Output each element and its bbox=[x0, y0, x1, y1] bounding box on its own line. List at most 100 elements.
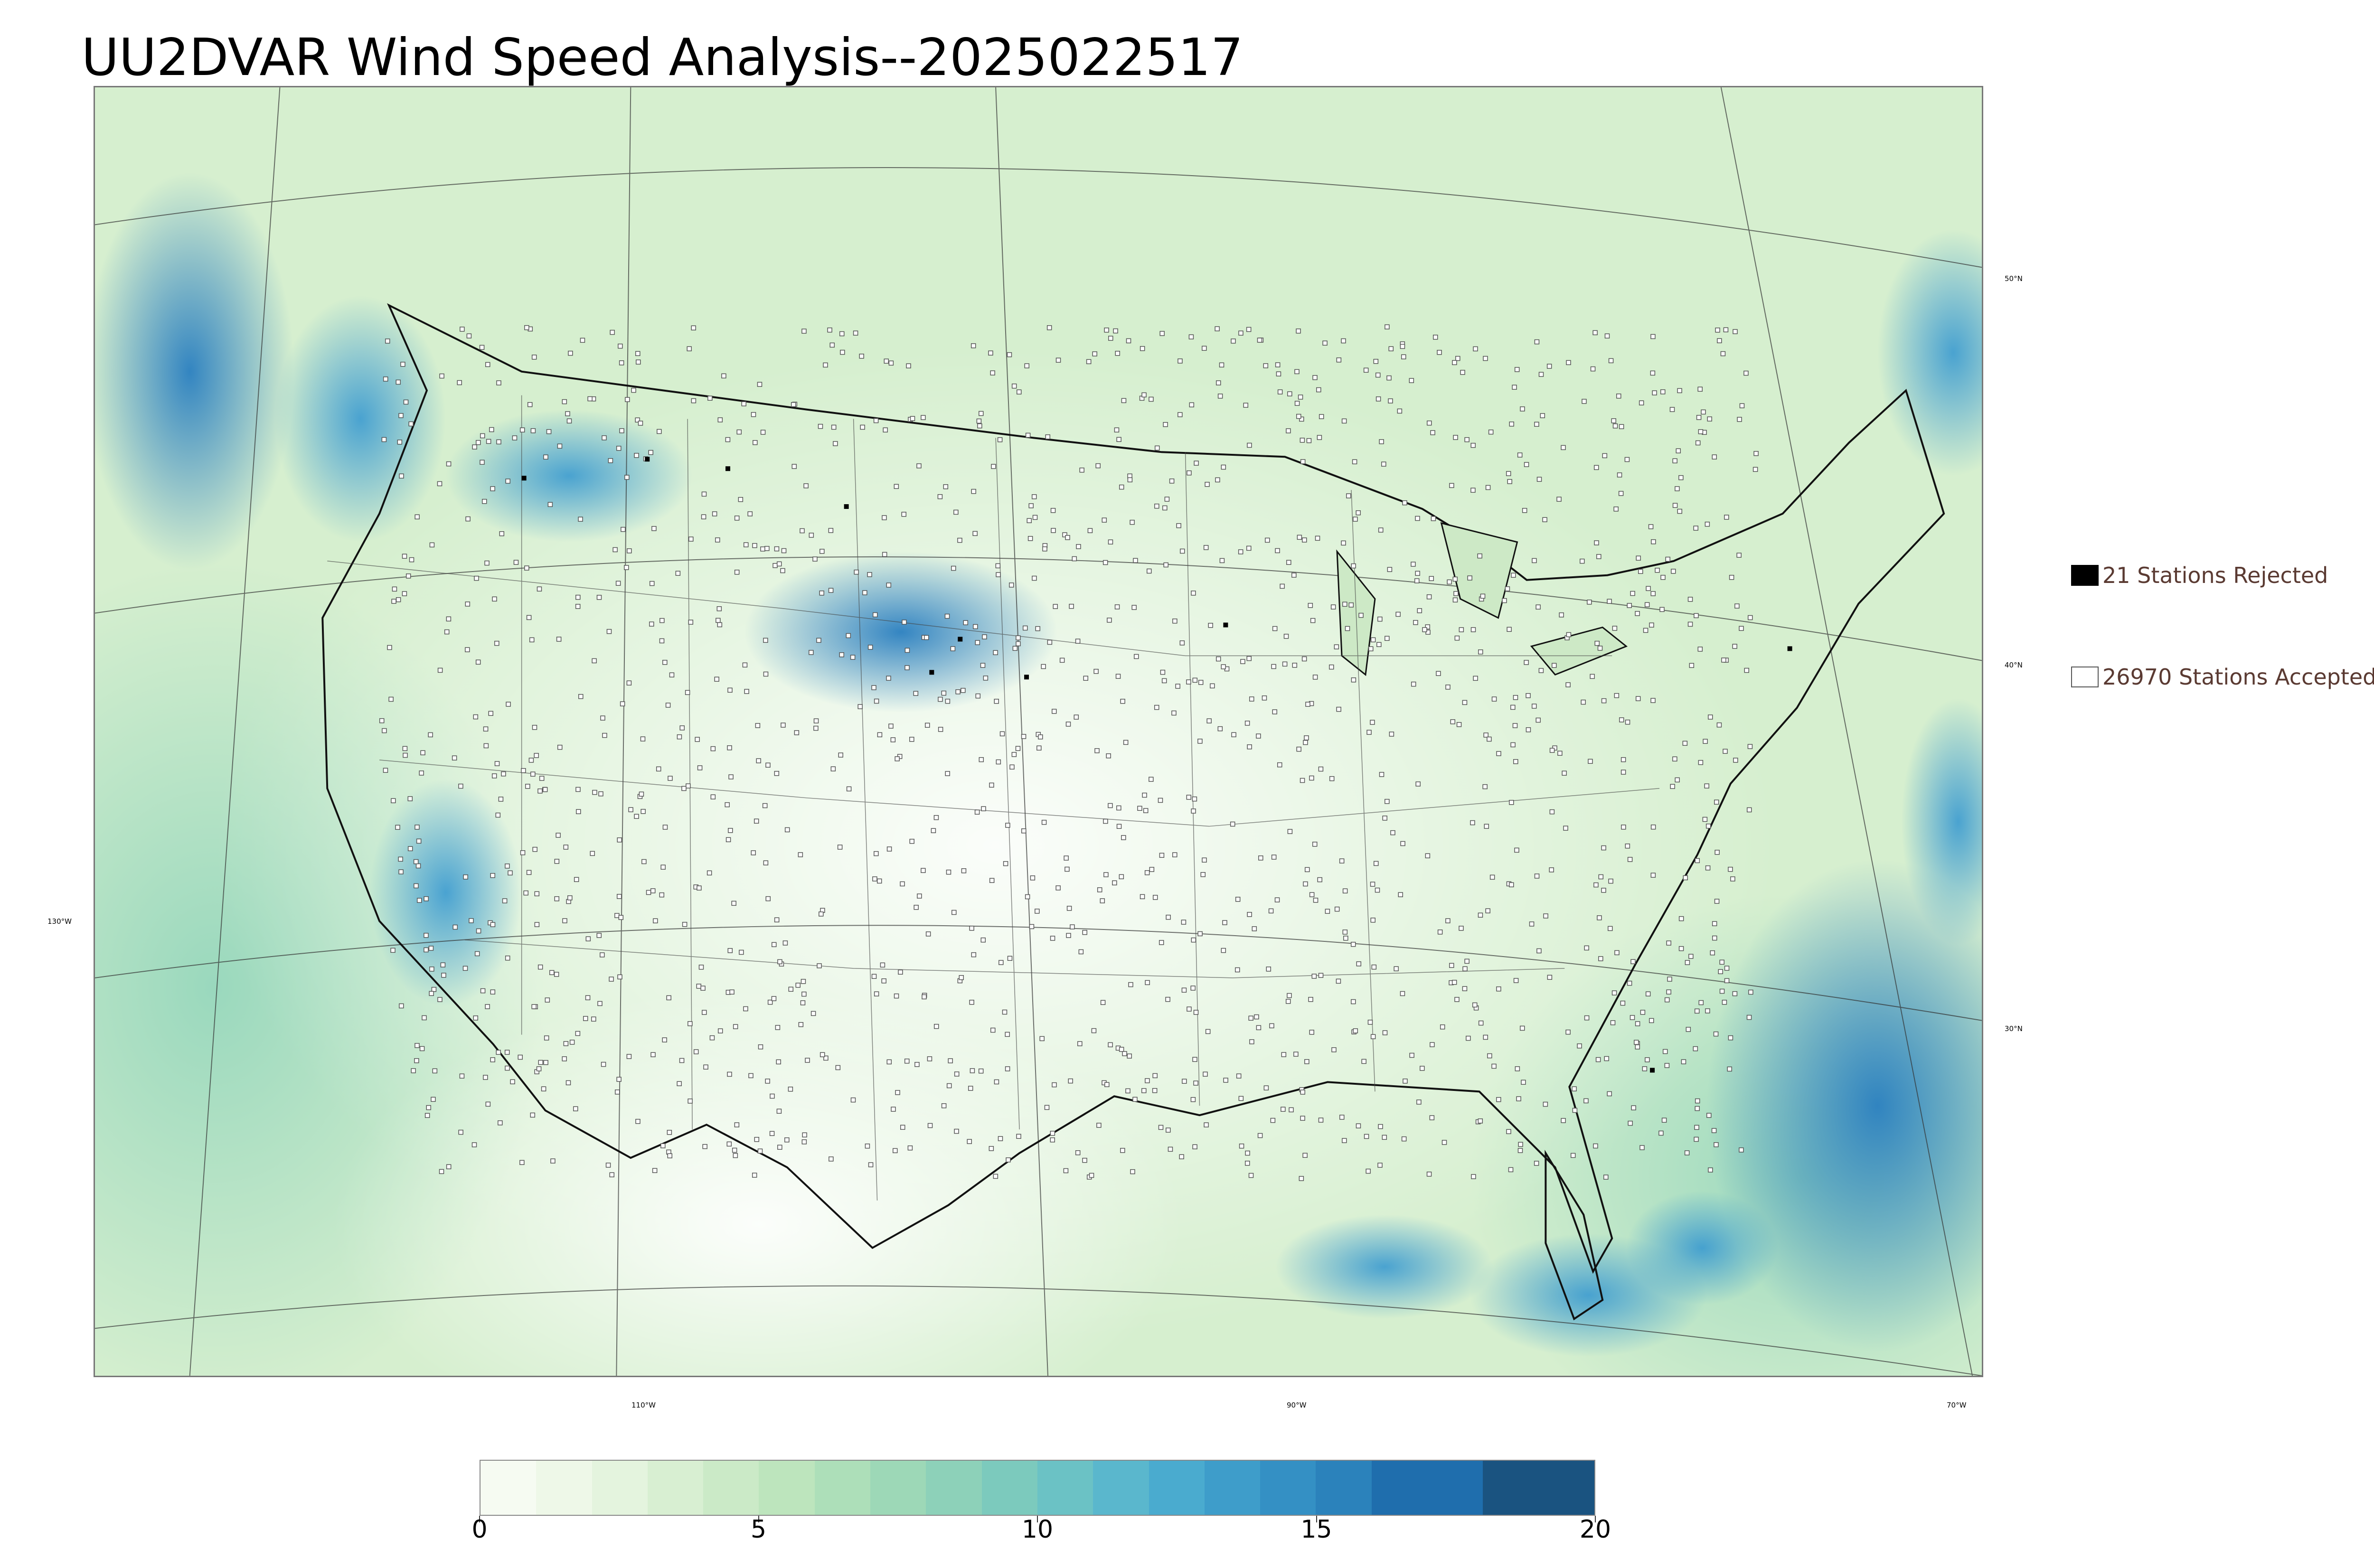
station-accepted-marker bbox=[835, 1065, 841, 1070]
station-accepted-marker bbox=[659, 618, 665, 623]
station-accepted-marker bbox=[1411, 681, 1416, 687]
station-accepted-marker bbox=[651, 526, 657, 531]
station-accepted-marker bbox=[721, 373, 726, 379]
station-accepted-marker bbox=[1215, 477, 1220, 483]
station-accepted-marker bbox=[1063, 1168, 1069, 1174]
station-accepted-marker bbox=[1485, 485, 1491, 490]
station-accepted-marker bbox=[703, 1064, 708, 1070]
station-accepted-marker bbox=[921, 415, 926, 420]
station-accepted-marker bbox=[1334, 906, 1340, 912]
station-accepted-marker bbox=[983, 676, 989, 681]
wind-speed-map[interactable] bbox=[94, 86, 1983, 1377]
station-accepted-marker bbox=[539, 776, 545, 781]
station-accepted-marker bbox=[945, 771, 950, 776]
station-accepted-marker bbox=[638, 421, 643, 426]
station-accepted-marker bbox=[1311, 974, 1317, 979]
station-accepted-marker bbox=[1271, 664, 1276, 669]
station-accepted-marker bbox=[701, 491, 707, 497]
station-accepted-marker bbox=[1342, 888, 1348, 893]
station-accepted-marker bbox=[631, 387, 636, 393]
station-accepted-marker bbox=[1097, 887, 1102, 892]
station-accepted-marker bbox=[415, 825, 420, 830]
station-accepted-marker bbox=[1721, 657, 1726, 663]
station-accepted-marker bbox=[828, 528, 834, 533]
station-accepted-marker bbox=[492, 596, 497, 602]
station-accepted-marker bbox=[518, 1054, 523, 1060]
station-accepted-marker bbox=[403, 399, 409, 405]
station-accepted-marker bbox=[1305, 702, 1310, 707]
station-accepted-marker bbox=[662, 659, 668, 665]
station-accepted-marker bbox=[1524, 462, 1529, 467]
station-accepted-marker bbox=[886, 846, 892, 852]
station-accepted-marker bbox=[798, 852, 803, 857]
station-accepted-marker bbox=[1610, 1020, 1616, 1025]
station-accepted-marker bbox=[1274, 897, 1280, 902]
lat-label-30n: 30°N bbox=[2005, 1024, 2023, 1033]
station-accepted-marker bbox=[1309, 1030, 1314, 1035]
station-accepted-marker bbox=[1238, 1096, 1244, 1101]
station-accepted-marker bbox=[1614, 950, 1620, 956]
station-accepted-marker bbox=[1123, 740, 1129, 745]
station-accepted-marker bbox=[675, 571, 681, 576]
station-accepted-marker bbox=[483, 726, 489, 732]
station-accepted-marker bbox=[1662, 1049, 1668, 1054]
station-accepted-marker bbox=[1041, 819, 1047, 825]
station-accepted-marker bbox=[959, 975, 964, 980]
station-accepted-marker bbox=[904, 1058, 910, 1064]
station-accepted-marker bbox=[1681, 1059, 1686, 1064]
station-accepted-marker bbox=[1464, 437, 1470, 442]
station-accepted-marker bbox=[1676, 448, 1681, 453]
station-accepted-marker bbox=[475, 659, 481, 665]
station-accepted-marker bbox=[471, 1142, 477, 1147]
station-accepted-marker bbox=[757, 382, 763, 387]
station-accepted-marker bbox=[685, 690, 690, 695]
station-accepted-marker bbox=[1472, 1002, 1478, 1008]
station-accepted-marker bbox=[1351, 677, 1357, 683]
station-accepted-marker bbox=[1437, 930, 1443, 935]
colorbar-segment bbox=[759, 1461, 815, 1515]
station-accepted-marker bbox=[1401, 354, 1406, 359]
station-accepted-marker bbox=[1429, 576, 1434, 581]
station-accepted-marker bbox=[598, 791, 603, 797]
station-accepted-marker bbox=[688, 1099, 693, 1104]
station-accepted-marker bbox=[587, 396, 593, 402]
station-accepted-marker bbox=[1336, 978, 1341, 984]
station-accepted-marker bbox=[1484, 824, 1489, 829]
station-accepted-marker bbox=[440, 962, 446, 967]
station-accepted-marker bbox=[1459, 627, 1464, 632]
station-accepted-marker bbox=[1588, 759, 1593, 764]
station-accepted-marker bbox=[784, 1137, 790, 1143]
station-accepted-marker bbox=[980, 663, 986, 668]
station-accepted-marker bbox=[1075, 1150, 1081, 1155]
station-accepted-marker bbox=[1561, 445, 1566, 451]
station-accepted-marker bbox=[850, 655, 856, 660]
station-accepted-marker bbox=[904, 648, 910, 653]
station-accepted-marker bbox=[1022, 625, 1028, 631]
station-accepted-marker bbox=[1158, 1125, 1164, 1130]
station-accepted-marker bbox=[1319, 414, 1324, 419]
station-accepted-marker bbox=[1698, 760, 1704, 765]
station-accepted-marker bbox=[1352, 459, 1357, 464]
station-accepted-marker bbox=[1318, 973, 1324, 978]
station-accepted-marker bbox=[1052, 709, 1057, 714]
station-accepted-marker bbox=[597, 1001, 603, 1006]
station-accepted-marker bbox=[437, 667, 443, 673]
station-accepted-marker bbox=[1082, 930, 1087, 935]
station-accepted-marker bbox=[1149, 867, 1155, 872]
station-accepted-marker bbox=[752, 543, 757, 548]
station-accepted-marker bbox=[1620, 757, 1626, 762]
station-accepted-marker bbox=[1152, 1088, 1158, 1093]
station-accepted-marker bbox=[788, 986, 794, 992]
station-accepted-marker bbox=[781, 723, 786, 728]
station-accepted-marker bbox=[888, 360, 894, 366]
station-accepted-marker bbox=[731, 901, 736, 906]
station-accepted-marker bbox=[1286, 560, 1291, 565]
station-accepted-marker bbox=[1215, 656, 1221, 662]
station-accepted-marker bbox=[1367, 1020, 1373, 1025]
station-accepted-marker bbox=[1542, 517, 1547, 522]
station-accepted-marker bbox=[969, 926, 974, 931]
station-accepted-marker bbox=[392, 586, 397, 592]
station-accepted-marker bbox=[1621, 825, 1626, 830]
station-accepted-marker bbox=[1650, 698, 1656, 703]
station-accepted-marker bbox=[1521, 1080, 1526, 1085]
